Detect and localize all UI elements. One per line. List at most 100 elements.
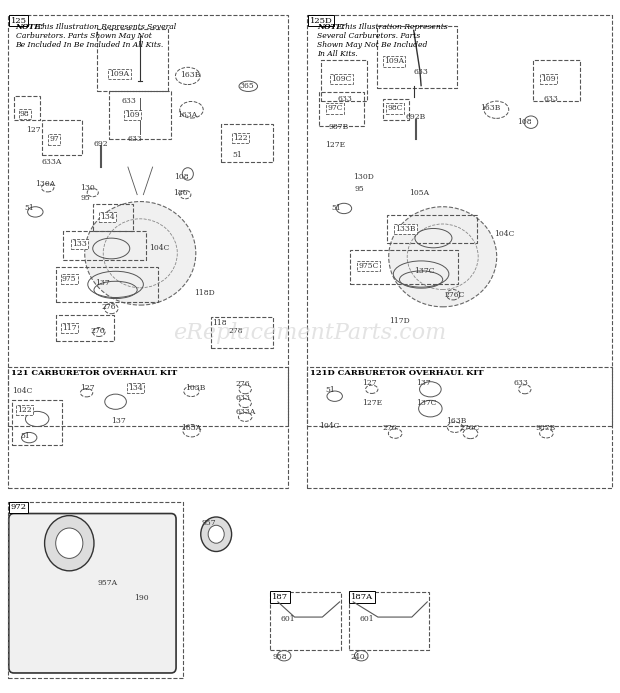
Text: 633: 633 — [128, 135, 143, 143]
Text: 104C: 104C — [494, 230, 515, 238]
Text: 134: 134 — [128, 384, 143, 392]
Text: 118: 118 — [213, 319, 227, 327]
Text: 104C: 104C — [149, 244, 170, 252]
Text: 186: 186 — [173, 188, 188, 197]
Text: 987B: 987B — [329, 123, 349, 131]
Text: 190: 190 — [134, 595, 149, 602]
Text: 125D: 125D — [310, 17, 333, 24]
Text: 109C: 109C — [332, 75, 352, 82]
Text: 109A: 109A — [109, 70, 130, 78]
Text: 137C: 137C — [414, 267, 434, 274]
Text: 51: 51 — [326, 386, 335, 394]
Text: 97: 97 — [50, 135, 60, 143]
Text: 104C: 104C — [319, 422, 340, 430]
Circle shape — [56, 528, 83, 559]
Text: 109: 109 — [125, 112, 140, 119]
Text: 692B: 692B — [405, 114, 426, 121]
Text: 137C: 137C — [416, 399, 436, 407]
Text: 365: 365 — [239, 82, 254, 90]
Text: 130D: 130D — [353, 173, 374, 182]
Text: 134: 134 — [100, 213, 115, 221]
Text: 137: 137 — [95, 279, 110, 287]
Text: 163B: 163B — [185, 384, 206, 392]
Text: 278: 278 — [229, 326, 243, 335]
Text: 133: 133 — [73, 240, 87, 248]
Text: 633: 633 — [122, 98, 136, 105]
Text: 276: 276 — [102, 303, 116, 311]
Text: 121D CARBURETOR OVERHAUL KIT: 121D CARBURETOR OVERHAUL KIT — [310, 369, 484, 376]
Text: 975C: 975C — [358, 262, 379, 270]
Text: Carburetors. Parts Shown May Not: Carburetors. Parts Shown May Not — [16, 33, 151, 40]
Text: 163B: 163B — [446, 417, 466, 425]
Text: 957: 957 — [202, 518, 216, 527]
FancyBboxPatch shape — [9, 514, 176, 673]
Text: 127E: 127E — [326, 141, 345, 149]
Circle shape — [201, 517, 232, 552]
Text: Be Included In Be Included In All Kits.: Be Included In Be Included In All Kits. — [16, 42, 164, 49]
Text: This Illustration Represents: This Illustration Represents — [340, 24, 448, 31]
Ellipse shape — [389, 207, 497, 307]
Text: 163B: 163B — [480, 105, 500, 112]
Text: 975: 975 — [62, 275, 76, 283]
Text: This Illustration Represents Several: This Illustration Represents Several — [37, 24, 177, 31]
Text: 187: 187 — [272, 593, 288, 601]
Text: 127: 127 — [363, 379, 377, 387]
Text: 51: 51 — [332, 204, 342, 213]
Text: 98C: 98C — [387, 105, 402, 112]
Text: 127E: 127E — [363, 399, 383, 407]
Text: 104C: 104C — [12, 387, 33, 396]
Text: 51: 51 — [25, 204, 35, 213]
Text: 276C: 276C — [445, 291, 465, 299]
Text: In All Kits.: In All Kits. — [317, 51, 358, 58]
Text: 163A: 163A — [182, 424, 202, 432]
Text: 633: 633 — [543, 96, 558, 103]
Text: 117D: 117D — [389, 317, 410, 325]
Text: eReplacementParts.com: eReplacementParts.com — [174, 322, 446, 344]
Text: 122: 122 — [233, 134, 247, 142]
Text: 633A: 633A — [42, 157, 62, 166]
Text: 137: 137 — [111, 417, 126, 425]
Text: 51: 51 — [20, 432, 30, 440]
Text: 125: 125 — [11, 17, 27, 24]
Text: 109: 109 — [541, 75, 556, 82]
Text: 95: 95 — [81, 194, 90, 202]
Text: 163B: 163B — [180, 71, 201, 79]
Text: 972: 972 — [11, 503, 27, 511]
Text: 118D: 118D — [194, 289, 215, 297]
Text: NOTE:: NOTE: — [317, 24, 345, 31]
Text: 276: 276 — [91, 327, 105, 335]
Text: 633: 633 — [338, 96, 353, 103]
Text: 108: 108 — [516, 119, 531, 126]
Text: 957A: 957A — [97, 579, 117, 586]
Text: 51: 51 — [233, 150, 242, 159]
Text: 276: 276 — [236, 380, 250, 389]
Ellipse shape — [85, 202, 196, 305]
Text: 122: 122 — [17, 406, 32, 414]
Text: 633A: 633A — [236, 408, 256, 416]
Text: 117: 117 — [62, 324, 76, 332]
Circle shape — [208, 525, 224, 543]
Text: 633: 633 — [414, 68, 428, 76]
Text: 130: 130 — [81, 184, 95, 192]
Text: 108: 108 — [174, 173, 189, 182]
Text: 127: 127 — [81, 384, 95, 392]
Text: 240: 240 — [350, 653, 365, 661]
Text: Shown May Not Be Included: Shown May Not Be Included — [317, 42, 428, 49]
Text: 137: 137 — [416, 379, 431, 387]
Text: 121 CARBURETOR OVERHAUL KIT: 121 CARBURETOR OVERHAUL KIT — [11, 369, 177, 376]
Text: 276C: 276C — [459, 424, 480, 432]
Text: 130A: 130A — [35, 180, 56, 188]
Text: 95: 95 — [355, 185, 364, 193]
Text: 601: 601 — [281, 615, 296, 623]
Text: 163A: 163A — [177, 112, 198, 119]
Text: 601: 601 — [360, 615, 374, 623]
Text: 633: 633 — [514, 379, 529, 387]
Text: 276: 276 — [383, 424, 397, 432]
Circle shape — [45, 516, 94, 571]
Text: 987B: 987B — [535, 424, 556, 432]
Text: NOTE:: NOTE: — [16, 24, 43, 31]
Text: 109A: 109A — [384, 58, 404, 65]
Text: 633: 633 — [236, 394, 251, 402]
Text: 187A: 187A — [351, 593, 373, 601]
Text: 105A: 105A — [409, 189, 429, 198]
